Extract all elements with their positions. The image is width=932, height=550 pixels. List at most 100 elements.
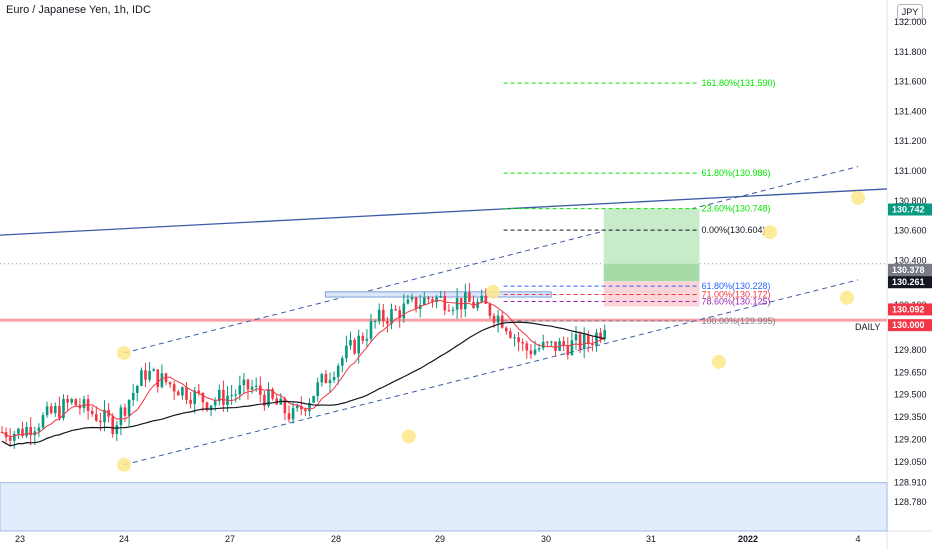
candle-body — [148, 371, 151, 380]
currency-label[interactable]: JPY — [897, 4, 923, 20]
candle-body — [468, 292, 471, 302]
candle-body — [201, 392, 205, 403]
candle-body — [591, 344, 594, 346]
fib-level-label: 100.00%(129.995) — [701, 316, 775, 326]
highlight-marker — [840, 290, 854, 305]
daily-level-line — [0, 318, 887, 322]
candle-body — [529, 350, 533, 355]
price-tag-box — [888, 276, 932, 289]
candle-body — [250, 386, 254, 390]
candle-body — [443, 296, 447, 311]
y-tick-label: 131.000 — [894, 166, 927, 176]
candle-body — [435, 297, 438, 303]
candle-body — [550, 341, 553, 343]
y-tick-label: 129.050 — [894, 457, 927, 467]
candle-body — [259, 385, 262, 395]
candle-body — [517, 337, 520, 343]
candle-body — [488, 303, 492, 316]
candle-body — [8, 437, 12, 441]
candle-body — [562, 341, 565, 346]
candle-body — [234, 394, 237, 396]
candle-body — [324, 373, 328, 384]
price-tag-value: 130.742 — [892, 205, 925, 215]
x-tick-label: 28 — [331, 534, 341, 544]
price-tag: 130.000 — [888, 319, 932, 332]
candle-body — [464, 292, 467, 310]
candle-body — [25, 426, 28, 437]
y-tick-label: 132.000 — [894, 17, 927, 27]
candle-body — [172, 384, 176, 392]
candle-body — [541, 341, 545, 349]
highlight-marker — [117, 345, 131, 360]
candle-body — [369, 321, 373, 339]
candle-body — [111, 416, 114, 434]
candle-body — [546, 341, 549, 343]
candle-body — [291, 408, 295, 420]
candle-body — [373, 321, 377, 323]
candle-body — [160, 373, 164, 387]
candle-body — [509, 331, 512, 338]
y-tick-label: 129.350 — [894, 412, 927, 422]
candle-body — [131, 392, 135, 400]
candle-body — [316, 382, 319, 396]
candle-body — [209, 405, 213, 411]
candle-body — [295, 405, 299, 409]
fib-level-label: 0.00%(130.604) — [701, 225, 765, 235]
price-tag-box — [888, 319, 932, 332]
candle-body — [345, 345, 348, 359]
candle-body — [525, 343, 529, 351]
channel-upper-line — [123, 166, 859, 354]
fib-level-label: 61.80%(130.986) — [701, 168, 770, 178]
y-tick-label: 129.200 — [894, 434, 927, 444]
highlight-marker — [401, 429, 416, 444]
price-tag-value: 130.378 — [892, 265, 925, 275]
highlight-marker — [117, 457, 131, 472]
candle-body — [136, 385, 139, 393]
candle-body — [599, 332, 602, 340]
fib-level-label: 23.60%(130.748) — [701, 204, 770, 214]
candle-body — [320, 373, 324, 383]
candle-body — [177, 391, 180, 396]
x-tick-label: 2022 — [738, 534, 758, 544]
candle-body — [218, 389, 221, 402]
candle-body — [566, 345, 570, 355]
candle-body — [459, 298, 463, 310]
candle-body — [197, 390, 201, 393]
candle-body — [29, 426, 32, 436]
candle-body — [476, 301, 479, 308]
x-tick-label: 29 — [435, 534, 445, 544]
candle-body — [263, 394, 266, 406]
daily-label: DAILY — [855, 322, 880, 332]
candle-body — [123, 407, 127, 416]
x-tick-label: 24 — [119, 534, 129, 544]
candle-body — [185, 387, 188, 400]
candle-body — [115, 425, 119, 434]
fib-level-label: 71.00%(130.172) — [701, 289, 770, 299]
candle-body — [587, 334, 590, 345]
candle-body — [17, 428, 20, 434]
candle-body — [431, 299, 434, 303]
y-tick-label: 130.600 — [894, 226, 927, 236]
candle-body — [398, 310, 401, 319]
long-profit-filled — [603, 263, 700, 282]
y-tick-label: 129.650 — [894, 367, 927, 377]
candle-body — [480, 295, 483, 302]
candle-body — [62, 399, 65, 419]
x-tick-label: 31 — [646, 534, 656, 544]
candle-body — [254, 385, 258, 387]
candle-body — [242, 379, 246, 386]
candle-body — [213, 401, 217, 406]
candle-body — [537, 348, 541, 350]
long-loss-zone — [603, 281, 700, 307]
y-tick-label: 131.600 — [894, 77, 927, 87]
candle-body — [455, 298, 459, 310]
y-tick-label: 128.910 — [894, 478, 927, 488]
y-tick-label: 130.400 — [894, 256, 927, 266]
candle-body — [500, 315, 504, 328]
candle-body — [349, 339, 352, 346]
candle-body — [90, 410, 94, 415]
candle-body — [353, 339, 356, 354]
fib-level-label: 161.80%(131.590) — [701, 78, 775, 88]
candle-body — [496, 315, 500, 323]
